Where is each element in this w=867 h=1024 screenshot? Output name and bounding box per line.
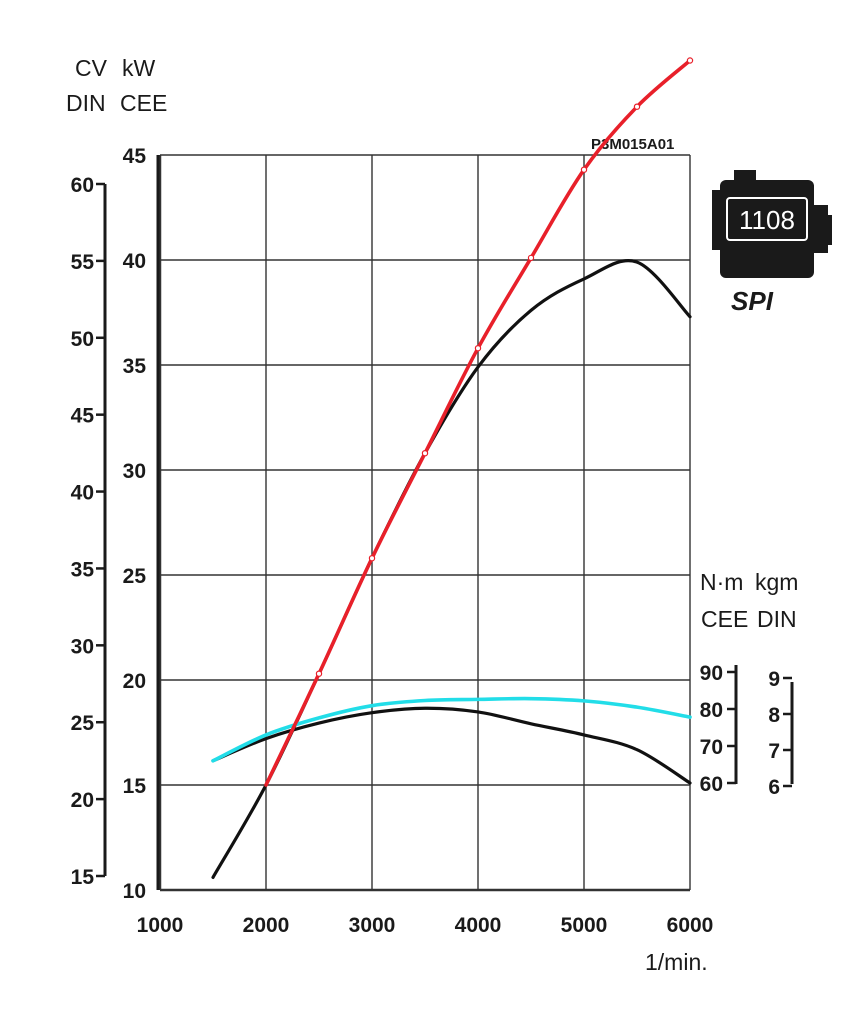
nm-axis-ticks: 60 70 80 90	[700, 662, 736, 796]
x-tick-label: 6000	[667, 914, 714, 937]
x-axis-ticks: 1000 2000 3000 4000 5000 6000	[137, 914, 714, 937]
series-layer	[211, 57, 694, 879]
power-curve-red	[264, 58, 692, 787]
din-unit-label: DIN	[66, 90, 106, 116]
chart-code-label: P3M015A01	[591, 136, 674, 153]
kgm-tick-label: 8	[768, 704, 780, 727]
cv-tick-label: 40	[71, 482, 94, 505]
nm-tick-label: 60	[700, 773, 723, 796]
x-axis-unit-label: 1/min.	[645, 949, 708, 975]
cv-axis-ticks: 15 20 25 30 35 40 45 50 55 60	[71, 174, 105, 889]
cv-tick-label: 30	[71, 635, 94, 658]
cv-tick-label: 55	[71, 251, 95, 274]
cee-unit-label: CEE	[120, 90, 167, 116]
nm-tick-label: 80	[700, 699, 723, 722]
chart-grid	[158, 154, 691, 892]
power-data-point	[686, 57, 694, 64]
kgm-tick-label: 7	[768, 740, 780, 763]
kw-tick-label: 35	[123, 355, 147, 378]
power-data-point	[315, 670, 323, 677]
power-data-point	[474, 345, 482, 352]
cv-tick-label: 45	[71, 405, 95, 428]
x-tick-label: 4000	[455, 914, 502, 937]
cv-tick-label: 35	[71, 558, 95, 581]
kgm-tick-label: 6	[768, 776, 780, 799]
power-data-point	[368, 555, 376, 562]
nm-unit-label: N·m	[700, 569, 743, 595]
engine-block-icon	[712, 170, 832, 278]
cee-right-unit-label: CEE	[701, 606, 748, 632]
x-tick-label: 5000	[561, 914, 608, 937]
x-tick-label: 3000	[349, 914, 396, 937]
power-data-point	[527, 254, 535, 262]
power-data-point	[633, 103, 641, 110]
cv-tick-label: 15	[71, 866, 95, 889]
kgm-tick-label: 9	[768, 668, 780, 691]
x-tick-label: 2000	[243, 914, 290, 937]
kw-tick-label: 45	[123, 145, 147, 168]
cv-unit-label: CV	[75, 55, 108, 81]
nm-tick-label: 70	[700, 736, 723, 759]
kw-tick-label: 20	[123, 670, 146, 693]
kgm-axis-ticks: 6 7 8 9	[768, 668, 792, 799]
din-right-unit-label: DIN	[757, 606, 797, 632]
kgm-unit-label: kgm	[755, 569, 798, 595]
power-data-point	[580, 166, 588, 173]
engine-number-label: 1108	[739, 205, 795, 235]
engine-type-label: SPI	[731, 286, 774, 316]
kw-tick-label: 15	[123, 775, 147, 798]
kw-tick-label: 30	[123, 460, 146, 483]
cv-tick-label: 25	[71, 712, 95, 735]
cv-tick-label: 20	[71, 789, 94, 812]
kw-axis-ticks: 10 15 20 25 30 35 40 45	[123, 145, 147, 903]
kw-tick-label: 10	[123, 880, 146, 903]
power-data-point	[421, 450, 429, 457]
kw-tick-label: 25	[123, 565, 147, 588]
kw-unit-label: kW	[122, 55, 156, 81]
kw-tick-label: 40	[123, 250, 146, 273]
cv-tick-label: 50	[71, 328, 94, 351]
nm-tick-label: 90	[700, 662, 723, 685]
x-tick-label: 1000	[137, 914, 184, 937]
cv-tick-label: 60	[71, 174, 94, 197]
